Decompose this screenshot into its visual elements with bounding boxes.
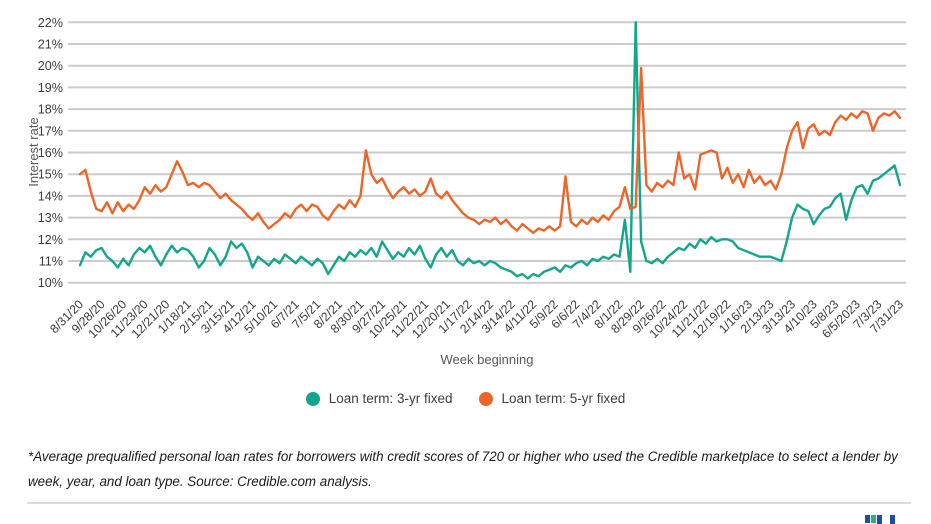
y-tick-label: 19% [38, 81, 63, 95]
logo-bar [877, 515, 882, 524]
y-tick-label: 20% [38, 59, 63, 73]
logo-bar [865, 515, 870, 523]
y-tick-label: 12% [38, 233, 63, 247]
legend-item-3yr: Loan term: 3-yr fixed [305, 391, 453, 406]
y-tick-label: 13% [38, 211, 63, 225]
y-tick-label: 21% [38, 38, 63, 52]
y-tick-label: 18% [38, 103, 63, 117]
legend: Loan term: 3-yr fixed Loan term: 5-yr fi… [0, 391, 931, 406]
footnote: *Average prequalified personal loan rate… [28, 449, 898, 490]
legend-label-5yr: Loan term: 5-yr fixed [501, 391, 626, 406]
legend-label-3yr: Loan term: 3-yr fixed [328, 391, 453, 406]
y-tick-label: 15% [38, 168, 63, 182]
legend-dot-5yr-icon [478, 391, 493, 406]
logo-bar [871, 515, 876, 523]
bottom-divider [27, 502, 911, 504]
y-tick-label: 11% [39, 255, 63, 269]
legend-dot-3yr-icon [305, 391, 320, 406]
series-line-5yr [78, 66, 902, 235]
y-axis-title: Interest rate [26, 117, 41, 186]
y-tick-label: 10% [38, 276, 63, 290]
y-tick-label: 14% [38, 189, 63, 203]
x-axis-title: Week beginning [441, 352, 534, 367]
logo-bar [890, 515, 895, 524]
line-chart: 22%21%20%19%18%17%16%15%14%13%12%11%10%8… [26, 16, 906, 367]
y-tick-label: 16% [38, 146, 63, 160]
legend-item-5yr: Loan term: 5-yr fixed [478, 391, 626, 406]
y-tick-label: 17% [38, 124, 63, 138]
y-tick-label: 22% [38, 16, 63, 30]
series-line-3yr [78, 21, 902, 280]
credible-logo-bars-icon [865, 515, 895, 524]
